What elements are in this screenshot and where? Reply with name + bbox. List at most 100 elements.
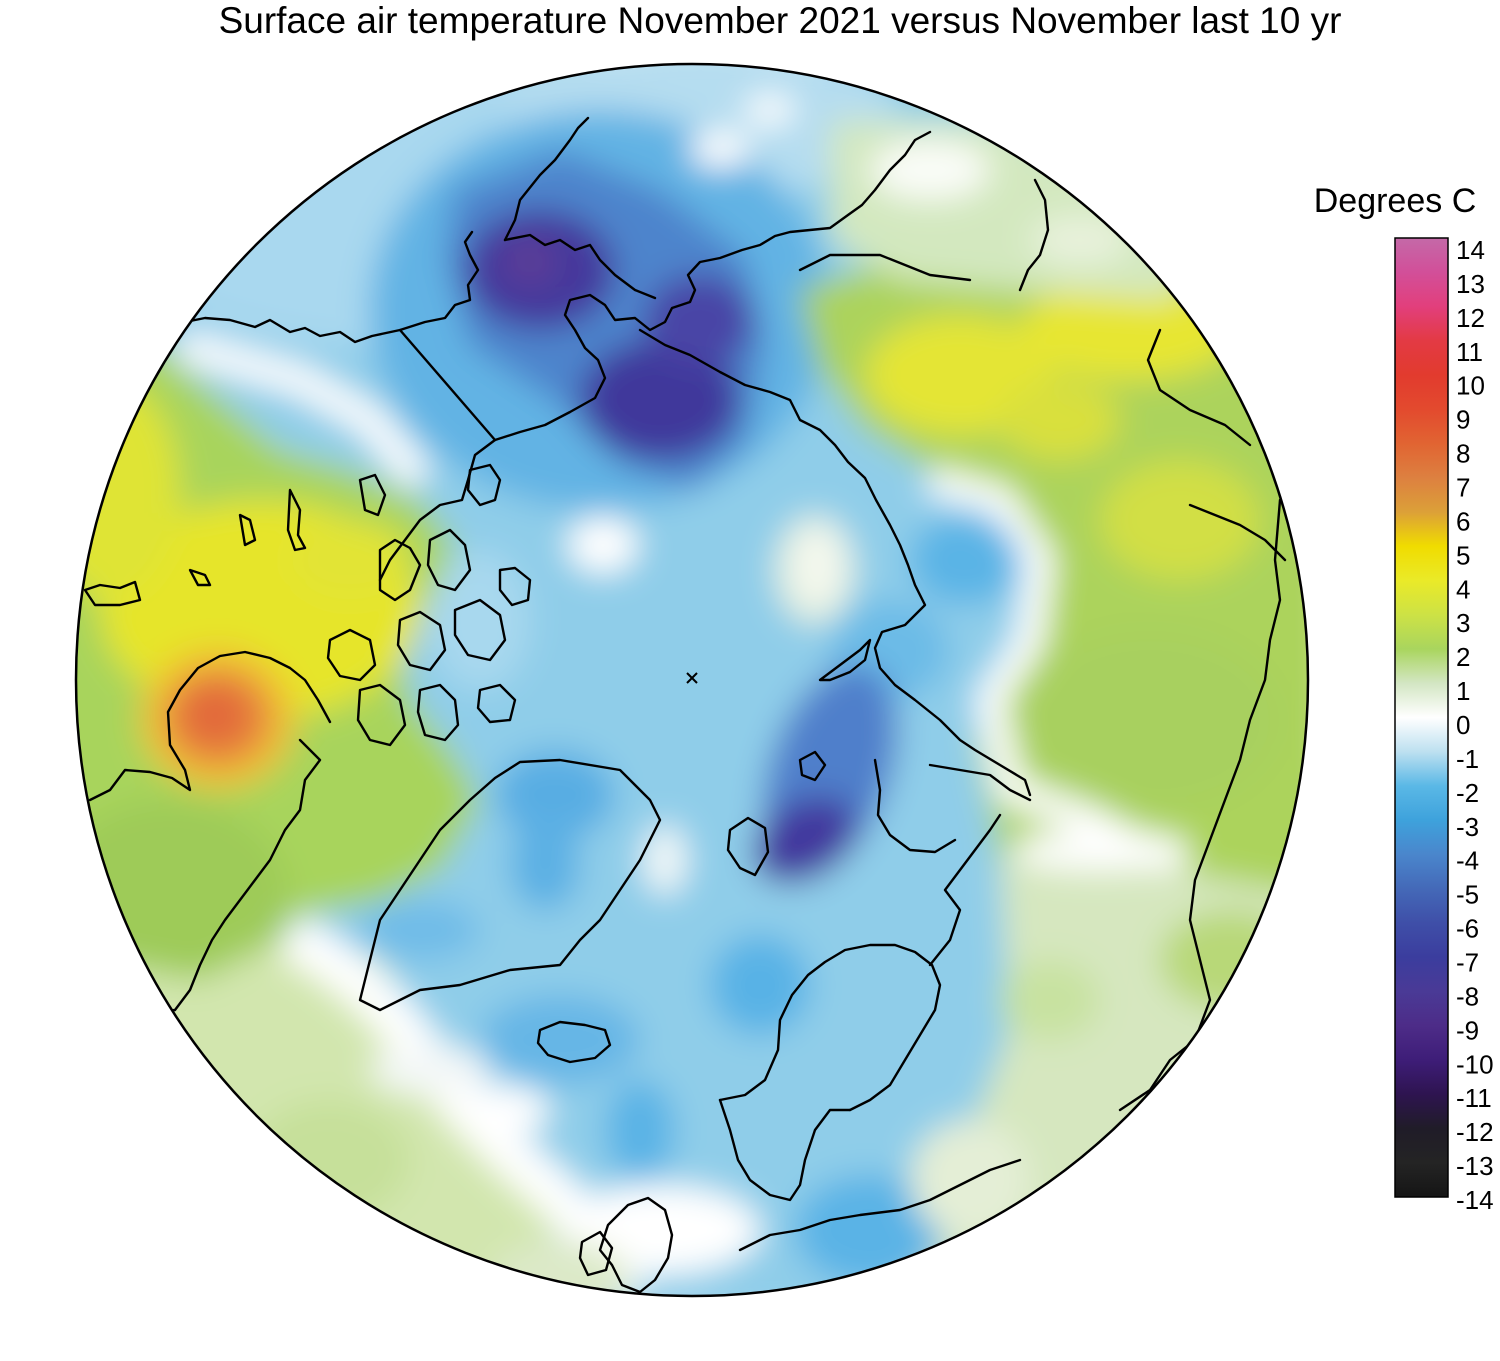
- anomaly-patch: [290, 520, 410, 600]
- anomaly-patch: [580, 340, 740, 460]
- colorbar-tick-label: -5: [1456, 880, 1479, 910]
- anomaly-patch: [1000, 960, 1100, 1040]
- anomaly-patch: [495, 750, 615, 840]
- colorbar-gradient: [1394, 237, 1449, 1198]
- coastline-island: [83, 580, 142, 607]
- colorbar-tick-label: -12: [1456, 1117, 1494, 1147]
- pole-marker: [686, 672, 698, 684]
- coastline-island: [356, 683, 407, 747]
- coastline-island: [358, 473, 387, 517]
- coastline-island: [238, 513, 257, 547]
- coastline-europe: [738, 1158, 1022, 1252]
- border-line: [398, 328, 497, 442]
- colorbar-tick-label: 4: [1456, 574, 1470, 604]
- anomaly-patch: [745, 95, 795, 125]
- colorbar-tick-label: 9: [1456, 405, 1470, 435]
- coastline-iceland: [536, 1020, 612, 1064]
- coastline-greenland: [358, 758, 662, 1012]
- coastline-island: [396, 610, 447, 672]
- coastline: [1188, 503, 1287, 562]
- anomaly-patch: [180, 683, 250, 747]
- map-title: Surface air temperature November 2021 ve…: [219, 0, 1342, 41]
- colorbar-tick-label: -1: [1456, 744, 1479, 774]
- anomaly-patch: [793, 525, 843, 605]
- anomaly-patch: [710, 935, 810, 1035]
- colorbar-tick-label: 13: [1456, 269, 1485, 299]
- anomaly-patch: [643, 825, 687, 895]
- colorbar-tick-label: 2: [1456, 642, 1470, 672]
- anomaly-patch: [1020, 630, 1280, 810]
- colorbar-tick-label: -8: [1456, 981, 1479, 1011]
- anomaly-patch: [1030, 215, 1130, 265]
- colorbar-tick-label: 5: [1456, 540, 1470, 570]
- coastline-island: [476, 683, 517, 724]
- anomaly-patch: [605, 1080, 675, 1180]
- anomaly-patch: [753, 797, 857, 883]
- colorbar-tick-label: 12: [1456, 303, 1485, 333]
- colorbar-tick-labels: 14131211109876543210-1-2-3-4-5-6-7-8-9-1…: [1456, 235, 1494, 1215]
- coastline: [928, 813, 1002, 967]
- coastline: [928, 763, 1032, 802]
- colorbar-tick-label: 11: [1456, 337, 1483, 367]
- coastline-scandinavia: [718, 943, 942, 1112]
- anomaly-patch: [502, 237, 558, 287]
- anomaly-patch: [510, 820, 580, 910]
- coastline-hudson-bay: [88, 650, 332, 802]
- coastline: [798, 750, 827, 782]
- coastline-island: [188, 568, 212, 587]
- coastline: [638, 328, 1032, 797]
- anomaly-patch: [360, 900, 480, 960]
- coastline-island: [416, 683, 460, 742]
- coastline-svalbard: [726, 816, 770, 877]
- coastline: [1018, 178, 1050, 292]
- colorbar-tick-label: -6: [1456, 914, 1479, 944]
- anomaly-patch: [1100, 460, 1260, 580]
- anomaly-patch: [1160, 910, 1300, 1010]
- anomaly-patch: [250, 1100, 410, 1220]
- anomaly-patch: [690, 132, 750, 168]
- map-outline: [74, 62, 1310, 1298]
- colorbar-tick-label: -2: [1456, 778, 1479, 808]
- colorbar-tick-label: 14: [1456, 235, 1485, 265]
- colorbar-tick-label: -14: [1456, 1185, 1494, 1215]
- colorbar-tick-label: -13: [1456, 1151, 1494, 1181]
- coastline-island: [498, 566, 532, 607]
- colorbar-tick-label: 10: [1456, 371, 1485, 401]
- colorbar-tick-label: 0: [1456, 710, 1470, 740]
- coastline-island: [286, 488, 307, 552]
- colorbar-tick-label: -3: [1456, 812, 1479, 842]
- coastline: [798, 253, 972, 282]
- colorbar-tick-label: -7: [1456, 948, 1479, 978]
- colorbar-tick-label: -4: [1456, 846, 1479, 876]
- coastline: [493, 130, 932, 442]
- coastline: [1146, 328, 1252, 447]
- colorbar-tick-label: 3: [1456, 608, 1470, 638]
- anomaly-patch: [926, 466, 1187, 883]
- colorbar: Degrees C 14131211109876543210-1-2-3-4-5…: [1314, 182, 1494, 1215]
- anomaly-patch: [910, 515, 1020, 605]
- anomaly-patch: [430, 550, 530, 690]
- anomaly-patch: [1010, 830, 1190, 870]
- coastline-ireland: [578, 1230, 614, 1277]
- coastline-island: [426, 528, 472, 592]
- coastline-scandinavia: [718, 1098, 852, 1202]
- coastline-island: [453, 598, 507, 662]
- anomaly-patch: [1000, 380, 1120, 460]
- polar-map: [76, 64, 1308, 1296]
- coastline: [378, 438, 497, 582]
- coastline-island: [466, 463, 502, 507]
- colorbar-tick-label: 7: [1456, 473, 1470, 503]
- colorbar-tick-label: 6: [1456, 506, 1470, 536]
- colorbar-tick-label: -11: [1456, 1083, 1492, 1113]
- coastline: [503, 233, 657, 300]
- anomaly-patch: [450, 1085, 550, 1135]
- anomaly-patch: [870, 140, 990, 200]
- colorbar-label: Degrees C: [1314, 182, 1477, 220]
- coastline: [818, 638, 872, 682]
- colorbar-tick-label: 1: [1456, 676, 1470, 706]
- anomaly-patch: [370, 1045, 490, 1095]
- colorbar-tick-label: -9: [1456, 1015, 1479, 1045]
- coastline-britain: [598, 1196, 674, 1294]
- anomaly-patch: [490, 1240, 630, 1296]
